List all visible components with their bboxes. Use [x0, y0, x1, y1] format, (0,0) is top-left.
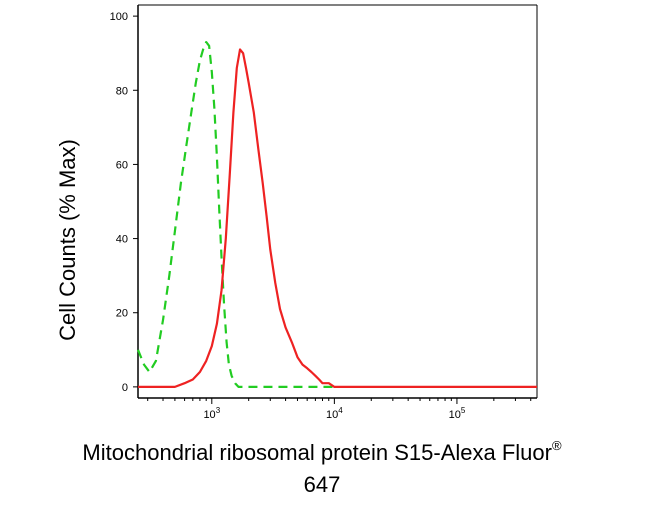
x-tick-label: 105: [449, 406, 466, 421]
x-tick-label: 103: [203, 406, 220, 421]
y-tick-label: 60: [116, 159, 128, 171]
series-layer: [136, 40, 537, 388]
y-axis-label: Cell Counts (% Max): [55, 139, 80, 341]
isotype-control-dashed-line: [136, 40, 335, 388]
x-axis-label-text: Mitochondrial ribosomal protein S15-Alex…: [82, 440, 552, 465]
y-tick-label: 20: [116, 308, 128, 320]
y-axis-ticks: 0 20 40 60 80 100: [110, 11, 138, 394]
x-tick-label: 104: [326, 406, 343, 421]
y-tick-label: 100: [110, 11, 128, 23]
x-axis-label-superscript: ®: [552, 438, 562, 453]
sample-histogram-line: [138, 48, 537, 388]
y-tick-label: 40: [116, 234, 128, 246]
x-axis-ticks: 103 104 105: [147, 398, 532, 421]
x-axis-label: Mitochondrial ribosomal protein S15-Alex…: [82, 438, 562, 465]
y-tick-label: 80: [116, 85, 128, 97]
y-tick-label: 0: [122, 382, 128, 394]
plot-area: [137, 4, 538, 399]
x-axis-label-line2: 647: [304, 472, 341, 497]
